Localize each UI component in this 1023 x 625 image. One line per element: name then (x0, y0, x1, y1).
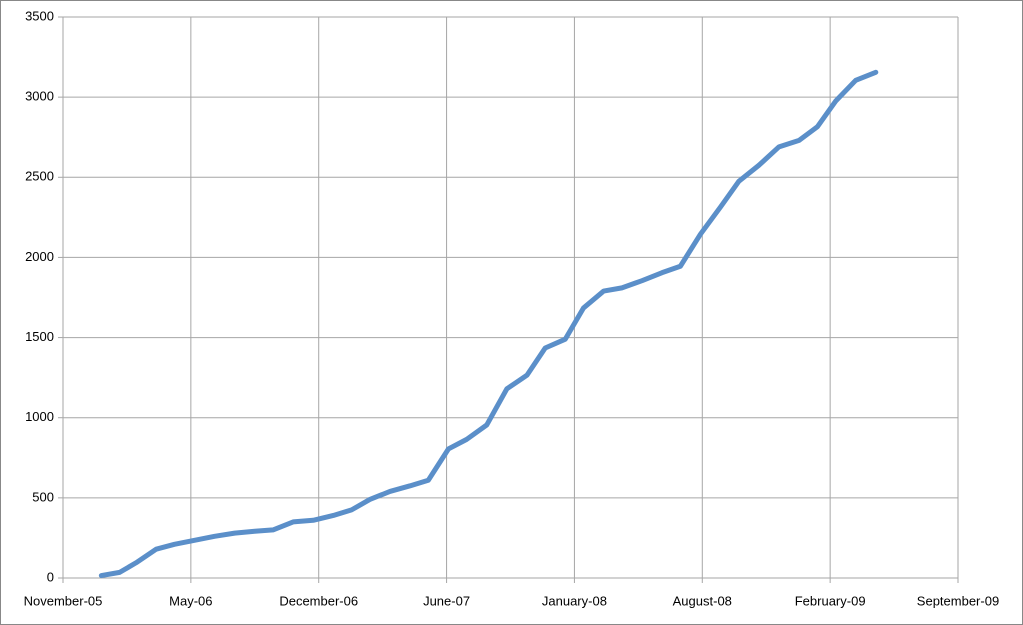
y-tick-label: 500 (32, 489, 54, 504)
y-tick-label: 3000 (25, 89, 54, 104)
x-tick-label: January-08 (542, 593, 607, 608)
x-tick-label: June-07 (423, 593, 470, 608)
data-line (98, 69, 879, 579)
y-tick-label: 1500 (25, 329, 54, 344)
x-tick-label: May-06 (169, 593, 212, 608)
x-tick-label: December-06 (279, 593, 358, 608)
x-tick-label: August-08 (673, 593, 732, 608)
x-tick-label: November-05 (24, 593, 103, 608)
x-tick-label: February-09 (795, 593, 866, 608)
y-tick-label: 0 (47, 569, 54, 584)
y-tick-label: 1000 (25, 409, 54, 424)
y-tick-label: 2500 (25, 169, 54, 184)
y-tick-label: 2000 (25, 249, 54, 264)
x-tick-label: September-09 (917, 593, 999, 608)
y-tick-label: 3500 (25, 8, 54, 23)
